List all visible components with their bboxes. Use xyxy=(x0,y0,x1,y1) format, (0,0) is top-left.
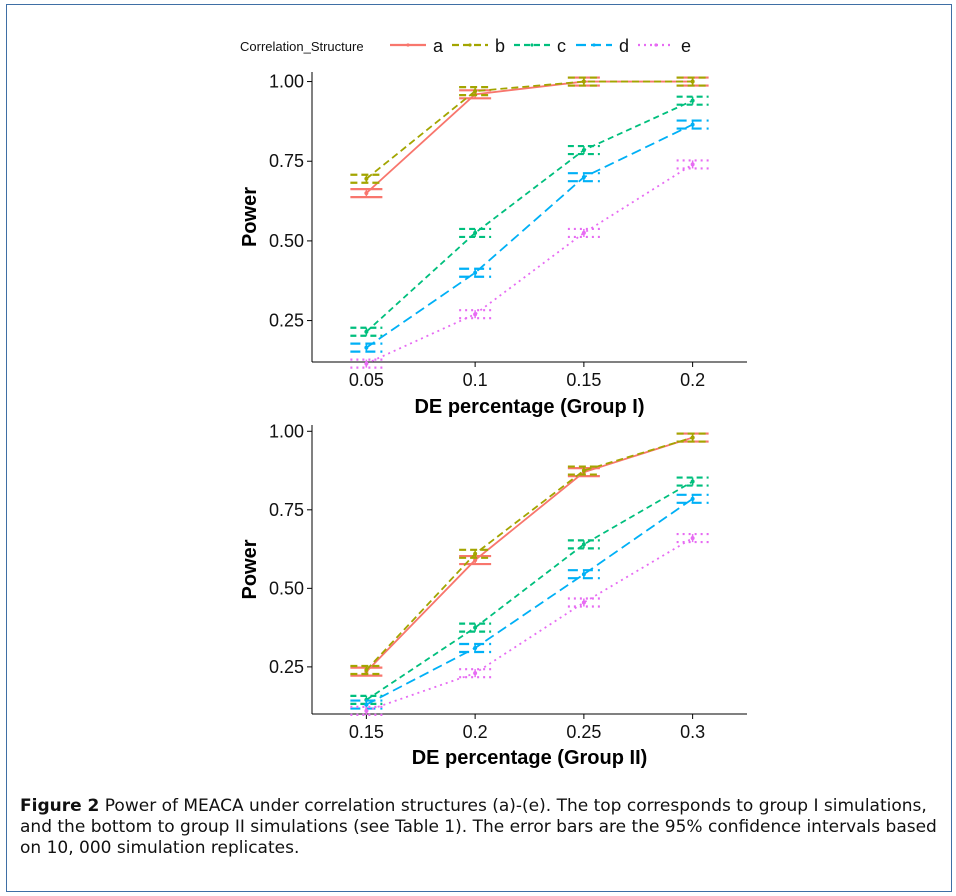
legend-key-point-c xyxy=(530,43,534,47)
data-point-d xyxy=(581,175,586,180)
y-tick-label: 1.00 xyxy=(269,421,304,441)
data-point-e xyxy=(473,312,478,317)
data-point-e xyxy=(473,671,478,676)
series-line-a xyxy=(365,80,693,194)
y-tick-label: 1.00 xyxy=(269,72,304,92)
data-point-c xyxy=(364,329,369,334)
data-point-d xyxy=(473,646,478,651)
figure-chart: Correlation_Structure a b c d e 0.25 0.50 0.75… xyxy=(239,36,747,769)
data-point-d xyxy=(364,702,369,707)
y-tick-label: 0.50 xyxy=(269,231,304,251)
data-point-b xyxy=(690,435,695,440)
data-point-b xyxy=(364,668,369,673)
x-axis-title: DE percentage (Group II) xyxy=(412,747,648,769)
data-point-e xyxy=(690,536,695,541)
data-point-d xyxy=(581,572,586,577)
series-line-b xyxy=(365,80,693,180)
figure-caption: Figure 2 Power of MEACA under correlatio… xyxy=(20,796,940,859)
x-tick-label: 0.25 xyxy=(566,722,601,742)
series-line-e xyxy=(366,537,694,712)
x-tick-label: 0.3 xyxy=(680,722,705,742)
caption-text: Power of MEACA under correlation structu… xyxy=(20,796,937,858)
data-point-a xyxy=(473,558,478,563)
legend-key-point-e xyxy=(654,43,658,47)
x-tick-label: 0.15 xyxy=(566,370,601,390)
legend-key-label-e: e xyxy=(681,36,691,56)
data-point-e xyxy=(364,361,369,366)
data-point-e xyxy=(581,600,586,605)
legend-key-label-c: c xyxy=(557,36,566,56)
data-point-b xyxy=(473,551,478,556)
data-point-d xyxy=(473,270,478,275)
data-point-c xyxy=(581,542,586,547)
data-point-e xyxy=(690,162,695,167)
y-axis-title: Power xyxy=(239,539,261,599)
y-tick-label: 0.25 xyxy=(269,657,304,677)
data-point-c xyxy=(581,148,586,153)
legend-key-point-a xyxy=(406,43,410,47)
x-tick-label: 0.2 xyxy=(680,370,705,390)
data-point-b xyxy=(473,89,478,94)
legend-title: Correlation_Structure xyxy=(240,39,364,54)
series-line-c xyxy=(365,99,693,333)
legend-key-point-b xyxy=(468,43,472,47)
series-line-b xyxy=(365,436,693,671)
y-tick-label: 0.25 xyxy=(269,311,304,331)
data-point-e xyxy=(581,230,586,235)
legend: Correlation_Structure a b c d e xyxy=(240,36,691,56)
data-point-c xyxy=(473,230,478,235)
data-point-a xyxy=(364,191,369,196)
y-tick-label: 0.75 xyxy=(269,500,304,520)
y-tick-label: 0.75 xyxy=(269,151,304,171)
data-point-b xyxy=(581,79,586,84)
data-point-b xyxy=(581,468,586,473)
data-point-b xyxy=(364,176,369,181)
series-line-a xyxy=(365,436,693,673)
chart-panel-group-ii: 0.25 0.50 0.75 1.00 0.15 0.2 0.25 0.3 DE percent… xyxy=(239,421,747,769)
series-line-d xyxy=(365,123,694,349)
data-point-b xyxy=(690,79,695,84)
caption-label: Figure 2 xyxy=(20,796,100,816)
x-axis-title: DE percentage (Group I) xyxy=(414,396,644,418)
x-tick-label: 0.15 xyxy=(349,722,384,742)
legend-key-label-d: d xyxy=(619,36,629,56)
data-point-c xyxy=(473,625,478,630)
legend-key-point-d xyxy=(592,43,596,47)
x-tick-label: 0.2 xyxy=(463,722,488,742)
data-point-d xyxy=(364,345,369,350)
series-line-e xyxy=(366,163,694,365)
y-tick-label: 0.50 xyxy=(269,578,304,598)
legend-key-label-b: b xyxy=(495,36,505,56)
x-tick-label: 0.1 xyxy=(463,370,488,390)
series-line-c xyxy=(365,480,694,701)
y-axis-title: Power xyxy=(239,187,261,247)
figure-frame xyxy=(6,4,952,892)
data-point-c xyxy=(690,98,695,103)
chart-panel-group-i: 0.25 0.50 0.75 1.00 0.05 0.1 0.15 0.2 DE percent… xyxy=(239,72,747,418)
series-line-d xyxy=(365,498,694,706)
data-point-d xyxy=(690,496,695,501)
legend-key-label-a: a xyxy=(433,36,444,56)
data-point-e xyxy=(364,708,369,713)
data-point-c xyxy=(690,479,695,484)
data-point-d xyxy=(690,122,695,127)
x-tick-label: 0.05 xyxy=(349,370,384,390)
